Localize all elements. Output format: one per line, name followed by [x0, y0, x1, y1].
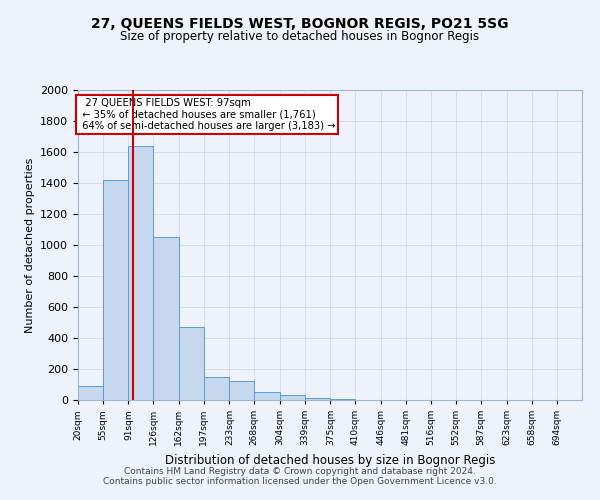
Text: Size of property relative to detached houses in Bognor Regis: Size of property relative to detached ho…: [121, 30, 479, 43]
Bar: [128, 146, 154, 400]
Bar: [179, 327, 204, 400]
Bar: [154, 238, 179, 400]
Bar: [331, 399, 355, 400]
Bar: [78, 386, 103, 400]
Bar: [204, 377, 229, 400]
Text: Contains HM Land Registry data © Crown copyright and database right 2024.: Contains HM Land Registry data © Crown c…: [124, 467, 476, 476]
Bar: [305, 398, 331, 400]
Text: 27, QUEENS FIELDS WEST, BOGNOR REGIS, PO21 5SG: 27, QUEENS FIELDS WEST, BOGNOR REGIS, PO…: [91, 18, 509, 32]
Text: Contains public sector information licensed under the Open Government Licence v3: Contains public sector information licen…: [103, 477, 497, 486]
Bar: [280, 396, 305, 400]
X-axis label: Distribution of detached houses by size in Bognor Regis: Distribution of detached houses by size …: [165, 454, 495, 466]
Bar: [103, 180, 128, 400]
Bar: [229, 382, 254, 400]
Text: 27 QUEENS FIELDS WEST: 97sqm  
 ← 35% of detached houses are smaller (1,761)
 64: 27 QUEENS FIELDS WEST: 97sqm ← 35% of de…: [79, 98, 335, 131]
Bar: [254, 392, 280, 400]
Y-axis label: Number of detached properties: Number of detached properties: [25, 158, 35, 332]
